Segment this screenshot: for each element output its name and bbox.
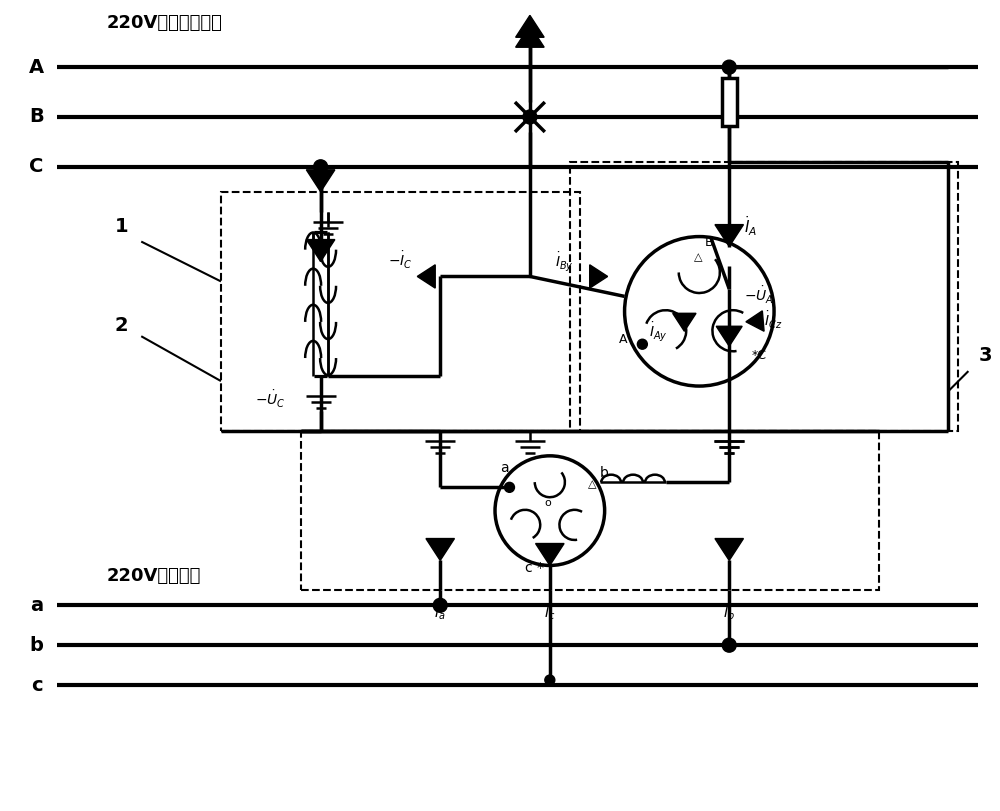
Text: b: b (30, 636, 44, 654)
Circle shape (523, 110, 537, 124)
Text: $I_c$: $I_c$ (544, 605, 555, 622)
Polygon shape (417, 264, 435, 288)
Circle shape (433, 599, 447, 612)
Text: o: o (545, 498, 552, 508)
Circle shape (314, 160, 328, 174)
Text: *C: *C (751, 350, 766, 363)
Text: B: B (704, 235, 713, 248)
Text: A: A (29, 58, 44, 77)
Polygon shape (536, 543, 564, 565)
Text: 2: 2 (114, 316, 128, 335)
Text: 3: 3 (978, 346, 992, 365)
Text: $\dot{I}_{By}$: $\dot{I}_{By}$ (555, 250, 574, 272)
Polygon shape (306, 239, 335, 261)
Polygon shape (746, 311, 764, 331)
Circle shape (722, 638, 736, 652)
Text: $I_a$: $I_a$ (434, 605, 446, 622)
Text: $\triangle$: $\triangle$ (585, 478, 598, 491)
Polygon shape (306, 169, 335, 191)
Text: $\dot{I}_{Cz}$: $\dot{I}_{Cz}$ (764, 310, 782, 331)
Bar (722, 78, 737, 127)
Polygon shape (673, 313, 696, 331)
Text: 220V缺相三相电网: 220V缺相三相电网 (106, 15, 222, 32)
Polygon shape (426, 539, 454, 560)
Polygon shape (516, 25, 544, 47)
Text: c: c (31, 676, 42, 694)
Polygon shape (590, 264, 608, 288)
Text: $-\dot{U}_A$: $-\dot{U}_A$ (744, 285, 774, 306)
Bar (570, 162, 958, 431)
Text: a: a (500, 461, 509, 475)
Text: C: C (29, 157, 44, 176)
Polygon shape (715, 539, 743, 560)
Circle shape (504, 483, 514, 492)
Text: a: a (30, 596, 43, 615)
Circle shape (722, 60, 736, 74)
Polygon shape (715, 225, 743, 247)
Text: A: A (619, 333, 627, 345)
Text: $\triangle$: $\triangle$ (691, 251, 704, 264)
Text: B: B (29, 108, 44, 127)
Text: $\dot{I}_A$: $\dot{I}_A$ (744, 215, 757, 238)
Circle shape (637, 339, 647, 350)
Text: b: b (600, 466, 609, 480)
Polygon shape (716, 326, 742, 346)
Text: $-\dot{U}_C$: $-\dot{U}_C$ (255, 389, 286, 410)
Polygon shape (516, 15, 544, 37)
Text: $-\dot{I}_C$: $-\dot{I}_C$ (388, 250, 413, 271)
Circle shape (545, 675, 555, 685)
Text: 220V三相电网: 220V三相电网 (106, 568, 201, 586)
Text: $\dot{I}_{Ay}$: $\dot{I}_{Ay}$ (649, 320, 668, 342)
Bar (221, 191, 580, 431)
Bar (301, 431, 879, 590)
Text: c *: c * (525, 561, 544, 575)
Text: $I_b$: $I_b$ (723, 605, 735, 622)
Text: 1: 1 (114, 217, 128, 236)
